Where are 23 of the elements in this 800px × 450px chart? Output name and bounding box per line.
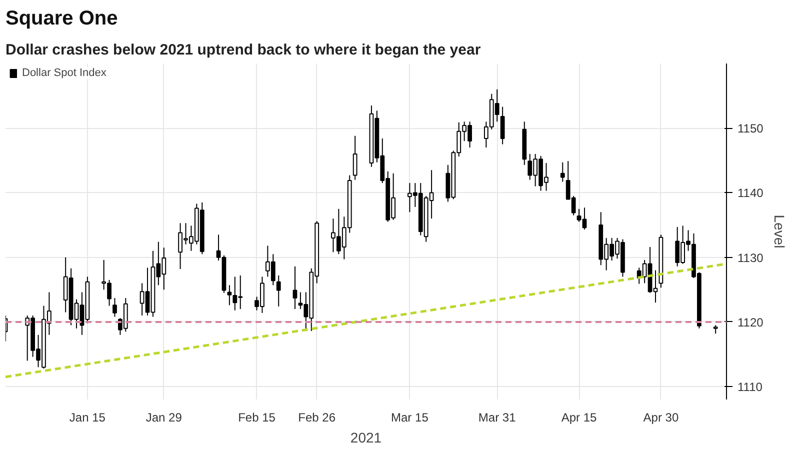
y-tick-label: 1110 [738, 380, 763, 394]
candlestick [292, 266, 298, 310]
legend-label: Dollar Spot Index [22, 67, 106, 79]
chart-subtitle: Dollar crashes below 2021 uptrend back to where it began the year [6, 42, 481, 58]
x-tick-label: Mar 31 [478, 410, 516, 424]
x-tick-label: Mar 15 [391, 410, 429, 424]
y-axis-title: Level [771, 214, 788, 248]
y-tick-label: 1150 [738, 122, 764, 136]
candlestick [227, 284, 232, 306]
x-tick-label: Feb 15 [238, 410, 276, 424]
x-tick-label: Apr 15 [561, 410, 598, 424]
y-tick-label: 1120 [738, 315, 764, 330]
x-tick-label: Jan 29 [146, 410, 182, 424]
chart-title: Square One [6, 8, 118, 30]
x-tick-label: Feb 26 [298, 410, 336, 424]
candlestick [500, 106, 505, 145]
x-axis-title: 2021 [350, 430, 382, 446]
x-tick-label: Jan 15 [69, 410, 106, 424]
x-tick-label: Apr 30 [643, 410, 679, 424]
y-tick-label: 1130 [738, 250, 764, 265]
candlestick [276, 274, 281, 307]
y-tick-label: 1140 [738, 186, 764, 200]
candlestick [522, 121, 527, 166]
